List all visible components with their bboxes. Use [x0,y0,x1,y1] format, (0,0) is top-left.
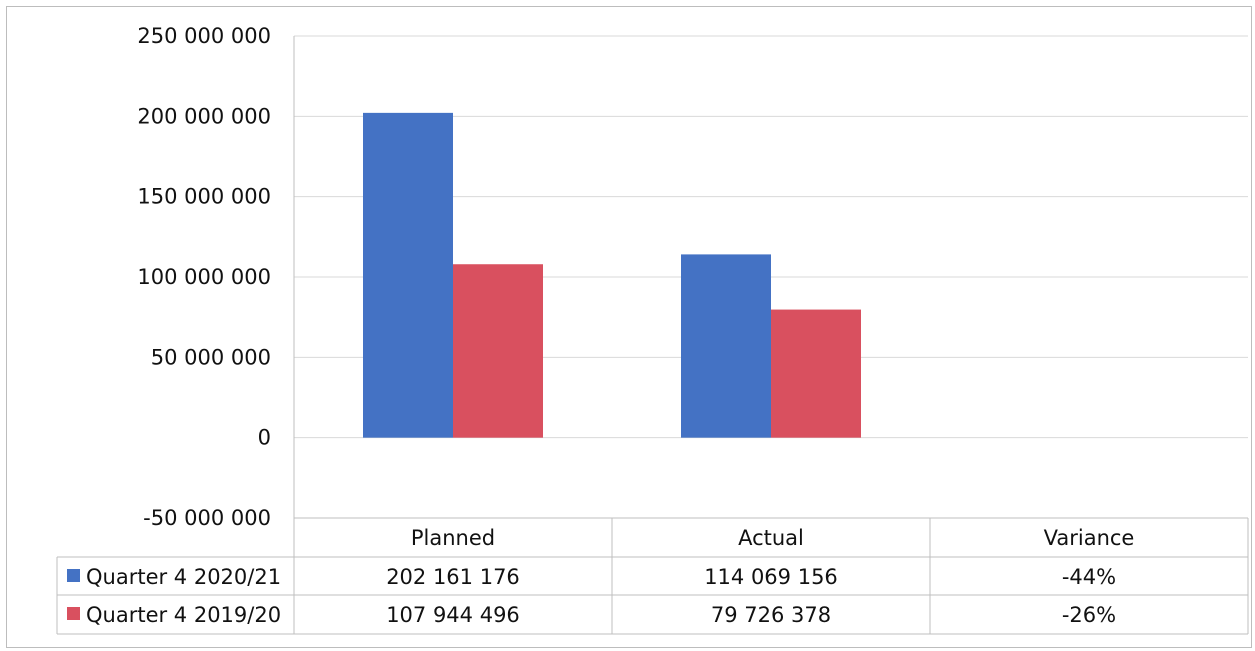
legend-label-1: Quarter 4 2020/21 [86,565,281,589]
table-cell: 79 726 378 [711,603,831,627]
y-tick-label: 150 000 000 [137,185,271,209]
table-cell: 114 069 156 [704,565,838,589]
y-tick-label: -50 000 000 [143,506,271,530]
category-label-variance: Variance [1044,526,1135,550]
category-label-actual: Actual [738,526,804,550]
bar-2-actual [771,309,861,438]
legend-swatch-2 [67,607,80,620]
category-label-planned: Planned [411,526,495,550]
y-tick-label: 200 000 000 [137,104,271,128]
chart-frame [6,6,1252,648]
legend-swatch-1 [67,569,80,582]
bar-1-actual [681,254,771,438]
y-tick-label: 100 000 000 [137,265,271,289]
y-tick-label: 0 [258,426,271,450]
table-cell: 202 161 176 [386,565,520,589]
bar-1-planned [363,112,453,438]
table-cell: 107 944 496 [386,603,520,627]
y-tick-label: 50 000 000 [151,345,271,369]
table-cell: -26% [1062,603,1116,627]
bar-2-planned [453,264,543,438]
table-cell: -44% [1062,565,1116,589]
y-tick-label: 250 000 000 [137,24,271,48]
legend-label-2: Quarter 4 2019/20 [86,603,281,627]
